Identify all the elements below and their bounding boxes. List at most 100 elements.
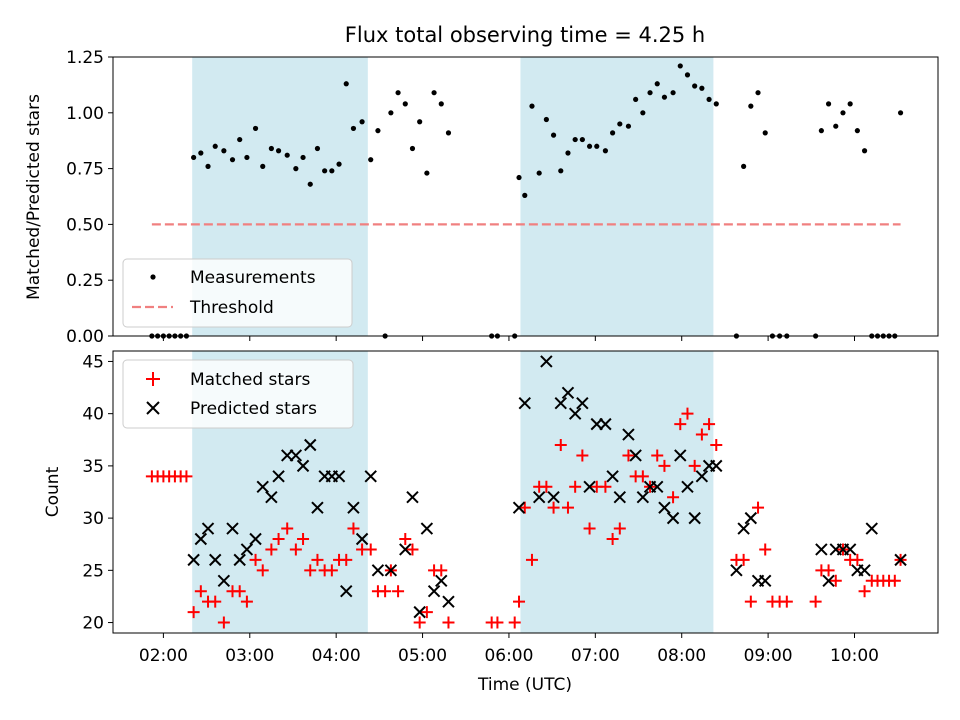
matched-star-point <box>364 543 377 556</box>
matched-star-point <box>518 501 531 514</box>
measurement-point <box>755 90 761 96</box>
legend-measurements-marker <box>150 274 156 280</box>
predicted-star-point <box>233 553 246 567</box>
predicted-star-point <box>613 491 627 504</box>
matched-star-point <box>688 459 701 472</box>
measurement-point <box>350 125 357 132</box>
top-plot-frame <box>112 56 939 337</box>
measurement-point <box>610 130 616 136</box>
bottom-y-tick-label: 30 <box>82 509 104 529</box>
matched-star-point <box>606 533 619 545</box>
predicted-star-point <box>442 595 455 608</box>
measurement-point <box>692 83 698 89</box>
matched-star-point <box>674 418 687 431</box>
measurement-point <box>516 174 522 181</box>
matched-star-point <box>858 585 871 598</box>
matched-star-point <box>851 553 864 566</box>
predicted-star-point <box>413 605 426 619</box>
predicted-star-point <box>606 470 619 483</box>
measurement-point <box>647 90 653 96</box>
predicted-star-point <box>311 501 324 514</box>
predicted-star-point <box>674 449 687 462</box>
predicted-star-point <box>332 470 346 483</box>
measurement-point <box>409 145 416 152</box>
top-y-tick-label: 1.25 <box>66 48 104 68</box>
predicted-star-point <box>666 511 680 525</box>
measurement-point <box>275 148 282 154</box>
matched-star-point <box>281 522 294 535</box>
top-y-tick-label: 1.00 <box>66 104 104 124</box>
matched-star-point <box>809 595 822 608</box>
bottom-y-tick-label: 20 <box>82 614 104 634</box>
measurement-point <box>395 90 401 96</box>
measurement-point <box>677 63 683 69</box>
measurement-point <box>300 154 306 161</box>
predicted-star-point <box>744 511 758 525</box>
predicted-star-point <box>894 553 907 567</box>
legend-predicted-label: Predicted stars <box>190 399 317 419</box>
matched-star-point <box>737 553 750 566</box>
measurement-point <box>375 128 381 134</box>
bottom-y-axis-label: Count <box>43 466 63 517</box>
predicted-star-point <box>759 574 772 587</box>
predicted-star-point <box>576 397 589 410</box>
measurement-point <box>424 170 430 176</box>
matched-star-point <box>194 585 207 598</box>
matched-star-point <box>256 564 269 577</box>
predicted-star-point <box>540 355 553 368</box>
predicted-star-point <box>532 491 546 504</box>
matched-star-point <box>703 418 716 431</box>
matched-stars-points <box>145 407 907 629</box>
measurement-point <box>237 136 243 143</box>
x-tick-label: 05:00 <box>398 646 447 666</box>
bottom-legend: Matched stars Predicted stars <box>122 359 354 429</box>
measurement-point <box>205 163 211 169</box>
matched-star-point <box>187 606 200 619</box>
measurement-point <box>388 110 394 116</box>
measurement-point <box>336 161 342 167</box>
measurement-point <box>543 116 549 123</box>
measurement-point <box>565 150 571 156</box>
top-legend: Measurements Threshold <box>122 258 353 328</box>
matched-star-point <box>695 428 708 441</box>
top-shaded-spans <box>192 57 714 336</box>
measurement-point <box>284 152 290 158</box>
matched-star-point <box>613 522 626 535</box>
predicted-star-point <box>730 564 743 577</box>
measurement-point <box>307 181 313 187</box>
matched-star-point <box>233 585 246 598</box>
matched-star-point <box>561 501 574 514</box>
predicted-star-point <box>384 564 398 577</box>
predicted-star-point <box>512 501 526 514</box>
measurement-point <box>359 119 365 125</box>
predicted-star-point <box>355 532 369 546</box>
top-x-ticks <box>162 336 855 341</box>
matched-star-point <box>667 491 680 504</box>
predicted-star-point <box>399 543 412 556</box>
measurement-point <box>670 90 676 96</box>
measurement-point <box>586 143 593 149</box>
measurement-point <box>713 101 719 107</box>
predicted-star-point <box>420 522 434 535</box>
top-y-axis: 0.00 0.25 0.50 0.75 1.00 1.25 <box>66 48 113 347</box>
measurement-point <box>438 101 444 107</box>
measurement-point <box>699 85 705 91</box>
matched-star-point <box>340 553 353 566</box>
predicted-star-point <box>435 574 448 587</box>
measurement-point <box>818 128 824 134</box>
measurement-point <box>640 110 646 116</box>
matched-star-point <box>525 553 538 566</box>
matched-star-point <box>297 533 310 545</box>
matched-star-point <box>249 553 262 566</box>
bottom-x-axis: 02:00 03:00 04:00 05:00 06:00 07:00 08:00 09:00… <box>139 633 879 666</box>
top-panel: 0.00 0.25 0.50 0.75 1.00 1.25 Matched/Predict… <box>24 48 939 347</box>
observing-span <box>520 57 714 336</box>
measurement-point <box>252 125 259 132</box>
measurement-point <box>268 145 274 152</box>
measurement-point <box>293 166 299 172</box>
predicted-star-point <box>695 470 709 483</box>
x-tick-label: 03:00 <box>225 646 274 666</box>
matched-star-point <box>311 553 324 566</box>
measurement-point <box>897 110 904 116</box>
predicted-star-point <box>364 470 377 483</box>
